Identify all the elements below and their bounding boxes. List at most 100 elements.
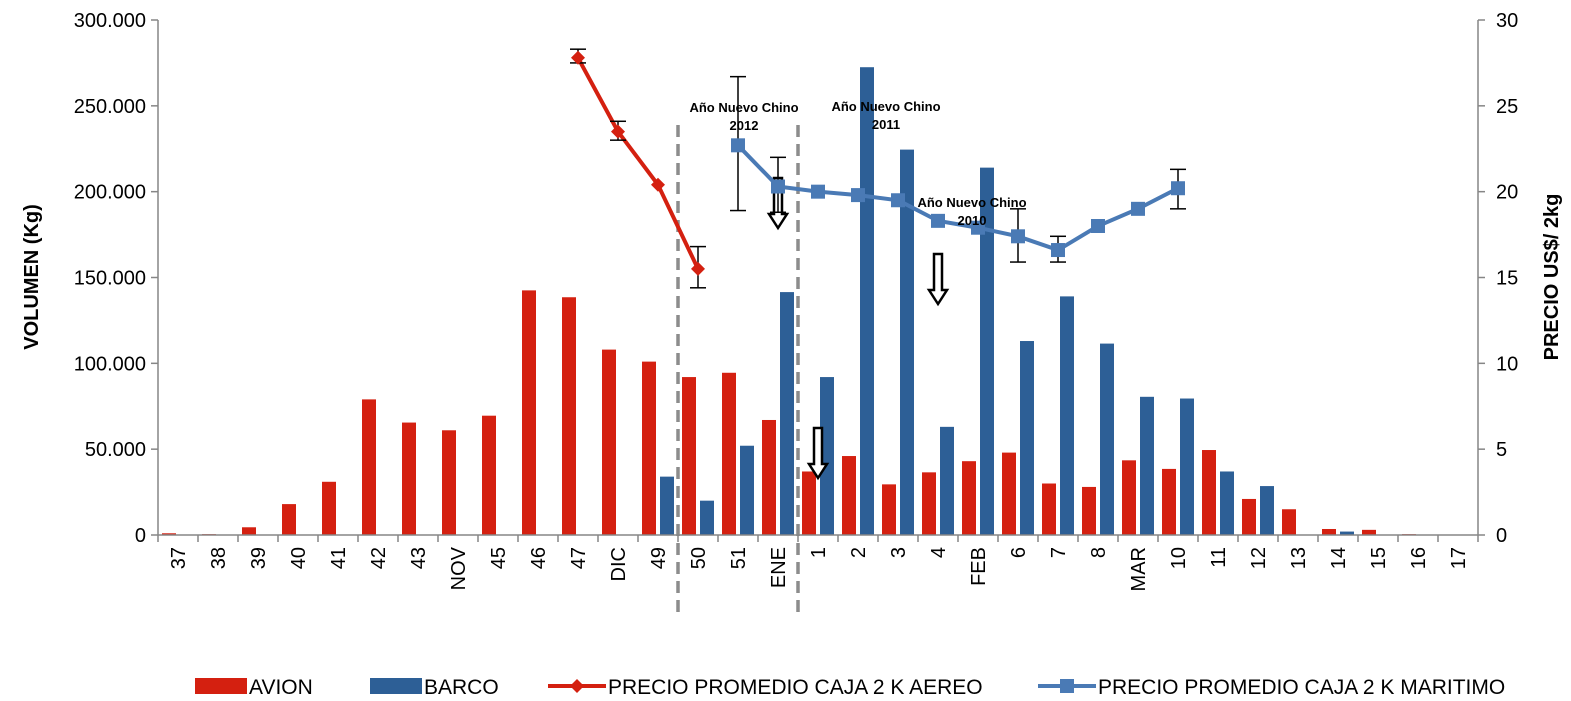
- barco-bar-51: [740, 445, 754, 535]
- annotation-2-line-2: 2011: [872, 117, 900, 132]
- avion-bar-15: [1362, 529, 1376, 535]
- x-tick-label-11: 11: [1208, 547, 1230, 568]
- barco-bar-12: [1260, 486, 1274, 535]
- avion-bar-39: [242, 527, 256, 535]
- barco-bar-10: [1180, 398, 1194, 535]
- left-tick-label: 300.000: [74, 10, 146, 32]
- annotation-1-line-1: Año Nuevo Chino: [689, 100, 798, 115]
- left-tick-label: 250.000: [74, 96, 146, 118]
- barco-bar-2: [860, 67, 874, 535]
- avion-bar-11: [1202, 450, 1216, 535]
- annotation-3-line-2: 2010: [958, 213, 987, 228]
- barco-bar-50: [700, 500, 714, 535]
- right-tick-label: 30: [1496, 10, 1518, 32]
- x-tick-label-50: 50: [688, 547, 710, 569]
- left-tick-label: 50.000: [85, 439, 146, 461]
- aereo-point-DIC: [611, 124, 625, 139]
- avion-bar-4: [922, 472, 936, 535]
- x-tick-label-2: 2: [848, 547, 870, 558]
- aereo-price-line: [576, 56, 700, 270]
- barco-bar-7: [1060, 296, 1074, 535]
- legend-label-2: BARCO: [424, 676, 499, 699]
- annotation-3-line-1: Año Nuevo Chino: [917, 195, 1026, 210]
- x-tick-label-MAR: MAR: [1128, 547, 1150, 591]
- avion-bar-37: [162, 533, 176, 535]
- x-tick-label-17: 17: [1448, 547, 1470, 569]
- down-arrow-icon: [806, 426, 830, 481]
- left-tick-label: 150.000: [74, 268, 146, 290]
- barco-bar-8: [1100, 343, 1114, 535]
- legend-swatch-1: [195, 678, 247, 694]
- barco-bar-FEB: [980, 167, 994, 535]
- x-tick-label-39: 39: [248, 547, 270, 569]
- maritimo-point-3: [891, 193, 905, 208]
- avion-bar-43: [402, 422, 416, 535]
- aereo-point-47: [571, 50, 585, 65]
- x-tick-label-47: 47: [568, 547, 590, 569]
- avion-bar-42: [362, 399, 376, 535]
- x-tick-label-12: 12: [1248, 547, 1270, 569]
- annotation-layer: Año Nuevo Chino 2012 Año Nuevo Chino 2011 Añ…: [689, 99, 1026, 228]
- right-tick-label: 10: [1496, 353, 1518, 375]
- x-tick-label-42: 42: [368, 547, 390, 569]
- x-tick-label-7: 7: [1048, 547, 1070, 558]
- legend-marker-3: [570, 679, 584, 693]
- barco-bar-4: [940, 426, 954, 535]
- avion-bar-14: [1322, 528, 1336, 535]
- x-tick-label-46: 46: [528, 547, 550, 569]
- avion-bar-12: [1242, 498, 1256, 535]
- avion-bar-NOV: [442, 430, 456, 535]
- maritimo-point-51: [731, 138, 745, 153]
- annotation-2-line-1: Año Nuevo Chino: [831, 99, 940, 114]
- maritimo-point-ENE: [771, 179, 785, 194]
- right-tick-label: 0: [1496, 525, 1507, 547]
- legend: AVION BARCO PRECIO PROMEDIO CAJA 2 K AEREO…: [195, 676, 1505, 699]
- avion-bar-2: [842, 456, 856, 535]
- avion-bar-45: [482, 415, 496, 535]
- avion-bar-49: [642, 361, 656, 535]
- right-tick-label: 5: [1496, 439, 1507, 461]
- avion-bar-46: [522, 290, 536, 535]
- maritimo-point-1: [811, 184, 825, 199]
- avion-bar-41: [322, 481, 336, 535]
- avion-bar-MAR: [1122, 460, 1136, 535]
- x-tick-label-DIC: DIC: [608, 547, 630, 581]
- maritimo-point-FEB: [971, 220, 985, 235]
- avion-bar-1: [802, 471, 816, 535]
- maritimo-point-4: [931, 213, 945, 228]
- barco-bar-49: [660, 476, 674, 535]
- avion-bar-7: [1042, 483, 1056, 535]
- x-tick-label-8: 8: [1088, 547, 1110, 558]
- maritimo-point-2: [851, 188, 865, 203]
- right-tick-label: 25: [1496, 96, 1518, 118]
- barco-bar-MAR: [1140, 396, 1154, 535]
- down-arrow-icon: [926, 252, 950, 307]
- x-tick-label-4: 4: [928, 547, 950, 558]
- x-tick-label-14: 14: [1328, 547, 1350, 569]
- aereo-point-49: [651, 177, 665, 192]
- maritimo-point-6: [1011, 229, 1025, 244]
- avion-bar-51: [722, 372, 736, 535]
- barco-bar-11: [1220, 471, 1234, 535]
- avion-bar-47: [562, 297, 576, 535]
- left-tick-label: 200.000: [74, 182, 146, 204]
- barco-bar-ENE: [780, 292, 794, 535]
- x-tick-label-41: 41: [328, 547, 350, 569]
- avion-bar-6: [1002, 452, 1016, 535]
- x-tick-label-43: 43: [408, 547, 430, 569]
- x-tick-label-45: 45: [488, 547, 510, 569]
- avion-bar-FEB: [962, 461, 976, 535]
- x-tick-label-ENE: ENE: [768, 547, 790, 588]
- left-tick-label: 0: [135, 525, 146, 547]
- aereo-point-50: [691, 261, 705, 276]
- line-layer: [570, 48, 1186, 289]
- avion-bar-40: [282, 504, 296, 535]
- bar-layer: [162, 67, 1416, 535]
- x-tick-label-NOV: NOV: [448, 546, 470, 590]
- right-tick-label: 15: [1496, 268, 1518, 290]
- legend-marker-4: [1060, 679, 1074, 693]
- x-tick-label-FEB: FEB: [968, 547, 990, 586]
- x-tick-label-3: 3: [888, 547, 910, 558]
- x-tick-label-51: 51: [728, 547, 750, 569]
